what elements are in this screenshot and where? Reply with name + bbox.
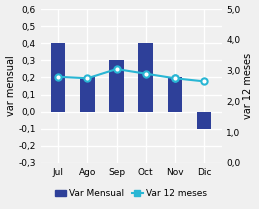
- Y-axis label: var 12 meses: var 12 meses: [243, 53, 254, 119]
- Bar: [168, 77, 182, 112]
- Legend: Var Mensual, Var 12 meses: Var Mensual, Var 12 meses: [51, 185, 211, 201]
- Bar: [197, 112, 211, 129]
- Y-axis label: var mensual: var mensual: [5, 56, 16, 116]
- Bar: [109, 60, 124, 112]
- Bar: [80, 77, 95, 112]
- Bar: [51, 43, 66, 112]
- Bar: [138, 43, 153, 112]
